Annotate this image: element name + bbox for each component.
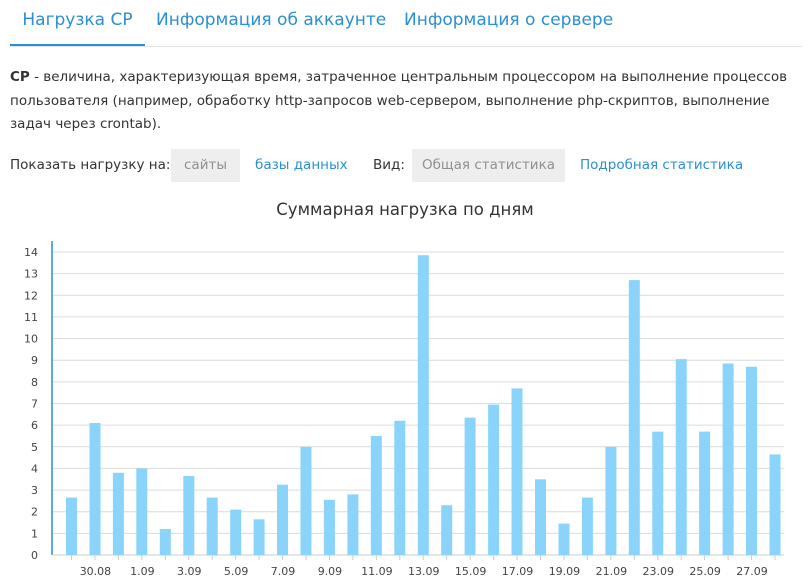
view-label: Вид: (373, 157, 405, 173)
x-tick-label: 27.09 (736, 565, 768, 578)
y-tick-label: 1 (31, 527, 38, 540)
bar-4.09 (206, 497, 218, 555)
bar-22.09 (628, 280, 640, 555)
bar-9.09 (323, 499, 335, 555)
bar-27.09 (746, 366, 757, 555)
databases-link[interactable]: базы данных (255, 157, 348, 173)
bar-3.09 (183, 476, 195, 555)
y-tick-label: 9 (31, 354, 38, 367)
y-tick-label: 14 (24, 246, 38, 259)
y-tick-label: 5 (31, 441, 38, 454)
bar-11.09 (370, 436, 382, 555)
bar-15.09 (464, 417, 476, 555)
bar-19.09 (558, 523, 570, 555)
show-load-label: Показать нагрузку на: (10, 157, 171, 173)
y-tick-label: 6 (31, 419, 38, 432)
bar-29.08 (66, 497, 77, 555)
bar-5.09 (230, 509, 242, 555)
bar-31.08 (112, 472, 124, 555)
filter-bar: Показать нагрузку на: сайты базы данных … (10, 149, 800, 182)
bar-13.09 (417, 255, 429, 555)
tab-bar: Нагрузка CP Информация об аккаунте Инфор… (10, 0, 802, 47)
bar-14.09 (441, 505, 453, 555)
sites-button[interactable]: сайты (171, 149, 240, 182)
detailed-stats-link[interactable]: Подробная статистика (580, 157, 744, 173)
y-tick-label: 7 (31, 398, 38, 411)
bar-6.09 (253, 519, 265, 555)
x-tick-label: 25.09 (689, 565, 721, 578)
bar-26.09 (722, 363, 734, 555)
tab-account-info[interactable]: Информация об аккаунте (156, 10, 387, 30)
bar-10.09 (347, 494, 359, 555)
x-tick-label: 15.09 (455, 565, 487, 578)
y-tick-label: 4 (31, 462, 38, 475)
cp-term: CP (10, 69, 30, 85)
x-tick-label: 3.09 (177, 565, 202, 578)
y-tick-label: 11 (24, 311, 38, 324)
x-tick-label: 19.09 (549, 565, 581, 578)
y-tick-label: 2 (31, 506, 38, 519)
x-tick-label: 5.09 (224, 565, 249, 578)
cp-description: CP - величина, характеризующая время, за… (10, 66, 800, 137)
bar-17.09 (511, 388, 523, 555)
bar-8.09 (300, 446, 312, 555)
tab-server-info[interactable]: Информация о сервере (404, 10, 614, 30)
bar-12.09 (394, 420, 406, 555)
bar-16.09 (488, 404, 500, 555)
bar-18.09 (535, 479, 546, 556)
bar-7.09 (277, 484, 288, 555)
y-tick-label: 13 (24, 268, 38, 281)
bar-23.09 (652, 431, 664, 555)
x-tick-label: 9.09 (318, 565, 343, 578)
x-tick-label: 21.09 (596, 565, 628, 578)
bar-2.09 (159, 529, 171, 555)
tab-cp-load[interactable]: Нагрузка CP (10, 0, 145, 46)
y-tick-label: 10 (24, 333, 38, 346)
bar-21.09 (605, 446, 617, 555)
bar-30.08 (89, 423, 101, 555)
cp-description-text: - величина, характеризующая время, затра… (10, 69, 788, 132)
y-tick-label: 0 (31, 549, 38, 562)
x-tick-label: 1.09 (130, 565, 155, 578)
bar-1.09 (136, 468, 148, 555)
x-tick-label: 17.09 (502, 565, 534, 578)
y-tick-label: 8 (31, 376, 38, 389)
y-tick-label: 12 (24, 289, 38, 302)
x-tick-label: 13.09 (408, 565, 440, 578)
bar-28.09 (769, 454, 781, 555)
bar-25.09 (699, 431, 711, 555)
y-tick-label: 3 (31, 484, 38, 497)
bar-24.09 (675, 359, 687, 555)
overall-stats-button[interactable]: Общая статистика (412, 149, 565, 182)
x-tick-label: 30.08 (80, 565, 112, 578)
chart-title: Суммарная нагрузка по дням (276, 200, 534, 219)
x-tick-label: 7.09 (271, 565, 296, 578)
bar-20.09 (581, 497, 593, 555)
x-tick-label: 11.09 (361, 565, 393, 578)
x-tick-label: 23.09 (643, 565, 675, 578)
